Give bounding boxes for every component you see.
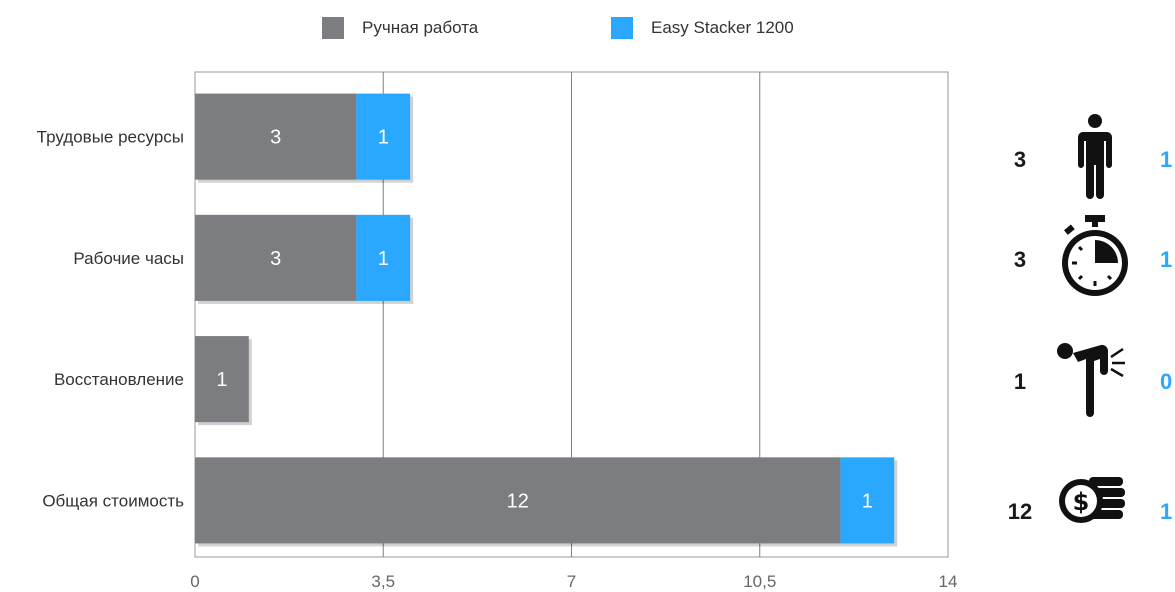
bar-value-label: 3 xyxy=(270,248,281,270)
x-tick-label: 0 xyxy=(190,572,199,591)
bar-value-label: 1 xyxy=(378,127,389,149)
category-label: Общая стоимость xyxy=(42,491,184,510)
bar-segment xyxy=(356,93,411,180)
legend-item-manual: Ручная работа xyxy=(322,16,478,40)
side-value-stacker: 1 xyxy=(1160,147,1173,172)
dollar-sign-glyph: $ xyxy=(1073,488,1090,516)
bar-value-label: 3 xyxy=(270,127,281,149)
side-row-recovery: 1 0 xyxy=(990,335,1175,425)
side-row-labor: 3 1 xyxy=(990,113,1175,203)
side-value-stacker: 0 xyxy=(1160,369,1173,394)
x-tick-label: 10,5 xyxy=(743,572,776,591)
bar-segment xyxy=(840,457,895,544)
bar-segment xyxy=(195,336,249,423)
side-row-hours: 3 1 xyxy=(990,213,1175,303)
bar-value-label: 1 xyxy=(216,369,227,391)
back-pain-icon xyxy=(1057,343,1125,417)
bar-segment xyxy=(195,214,357,301)
legend-label-stacker: Easy Stacker 1200 xyxy=(651,18,794,37)
bar-value-label: 1 xyxy=(862,490,873,512)
category-label: Восстановление xyxy=(54,370,184,389)
bars xyxy=(195,93,898,547)
side-value-stacker: 1 xyxy=(1160,247,1173,272)
legend-item-stacker: Easy Stacker 1200 xyxy=(611,16,794,40)
x-tick-label: 7 xyxy=(567,572,576,591)
side-value-manual: 12 xyxy=(1007,499,1033,524)
stopwatch-icon xyxy=(1062,215,1128,296)
side-value-manual: 3 xyxy=(1013,247,1027,272)
bar-segment xyxy=(195,457,841,544)
bar-segment xyxy=(356,214,411,301)
bar-segment xyxy=(195,93,357,180)
money-coins-icon: $ xyxy=(1059,477,1125,523)
legend-label-manual: Ручная работа xyxy=(362,18,479,37)
person-icon xyxy=(1078,114,1112,199)
side-value-manual: 1 xyxy=(1013,369,1027,394)
legend: Ручная работа Easy Stacker 1200 xyxy=(0,16,1175,40)
bar-value-label: 12 xyxy=(507,490,529,512)
x-tick-label: 3,5 xyxy=(371,572,395,591)
side-value-stacker: 1 xyxy=(1160,499,1173,524)
x-tick-label: 14 xyxy=(939,572,958,591)
side-value-manual: 3 xyxy=(1013,147,1027,172)
labels: 0 3,5 7 10,5 14 Трудовые ресурсы 3 1 Рабочие час… xyxy=(37,127,958,591)
legend-swatch-manual xyxy=(322,17,344,39)
category-label: Трудовые ресурсы xyxy=(37,128,184,147)
legend-swatch-stacker xyxy=(611,17,633,39)
side-row-cost: 12 $ 1 xyxy=(990,465,1175,555)
bar-value-label: 1 xyxy=(378,248,389,270)
category-label: Рабочие часы xyxy=(73,249,184,268)
